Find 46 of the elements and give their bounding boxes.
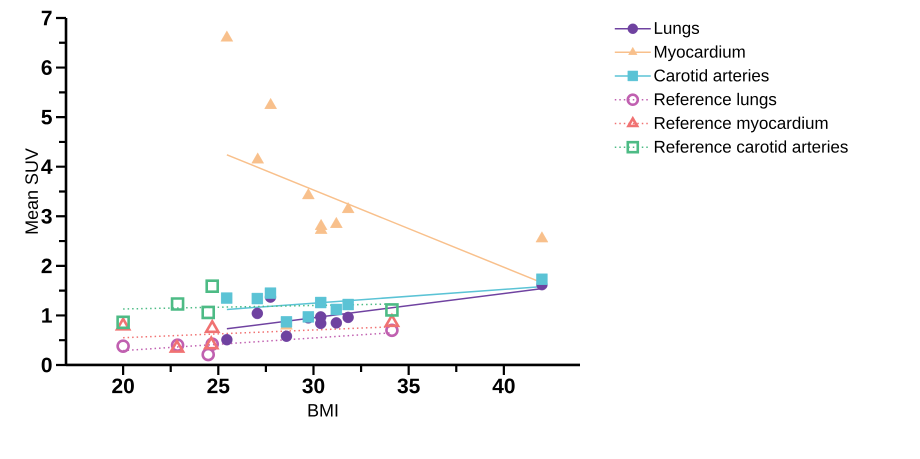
point — [536, 274, 548, 285]
y-tick-label: 0 — [42, 358, 52, 372]
legend-label: Lungs — [654, 22, 700, 38]
y-tick-label: 5 — [41, 110, 52, 124]
point — [342, 202, 354, 214]
point — [280, 330, 292, 342]
y-tick-label: 6 — [42, 60, 52, 75]
point — [252, 292, 264, 304]
legend-label: Reference myocardium — [654, 116, 828, 132]
y-tick-label: 4 — [41, 160, 52, 174]
y-tick-label: 3 — [41, 208, 52, 224]
y-tick-label: 2 — [42, 258, 52, 274]
point — [280, 316, 292, 328]
y-tick-label: 1 — [42, 308, 52, 323]
y-tick-label: 7 — [42, 10, 52, 26]
point — [221, 334, 233, 346]
point — [116, 339, 130, 353]
point — [264, 98, 277, 109]
x-axis-title: BMI — [308, 404, 338, 417]
point — [201, 306, 216, 320]
point — [385, 303, 399, 317]
x-tick-label: 30 — [302, 378, 324, 394]
point — [342, 312, 354, 324]
point — [315, 296, 326, 308]
point — [252, 308, 264, 320]
point — [330, 304, 342, 316]
point — [330, 217, 343, 228]
point — [205, 279, 220, 293]
x-tick-label: 40 — [492, 378, 515, 394]
legend-label: Reference carotid arteries — [654, 140, 848, 153]
legend-label: Carotid arteries — [654, 69, 769, 82]
x-tick-label: 35 — [398, 378, 420, 394]
y-axis-title: Mean SUV — [25, 148, 38, 234]
point — [330, 317, 342, 329]
point — [302, 188, 315, 200]
point — [251, 152, 264, 164]
x-tick-label: 20 — [112, 378, 134, 394]
point — [342, 298, 354, 310]
point — [536, 231, 548, 242]
point — [170, 297, 184, 311]
point — [220, 292, 232, 304]
legend-label: Myocardium — [654, 45, 745, 62]
point — [220, 30, 234, 42]
point — [264, 287, 276, 299]
legend-label: Reference lungs — [654, 92, 776, 109]
x-tick-label: 25 — [207, 378, 230, 394]
